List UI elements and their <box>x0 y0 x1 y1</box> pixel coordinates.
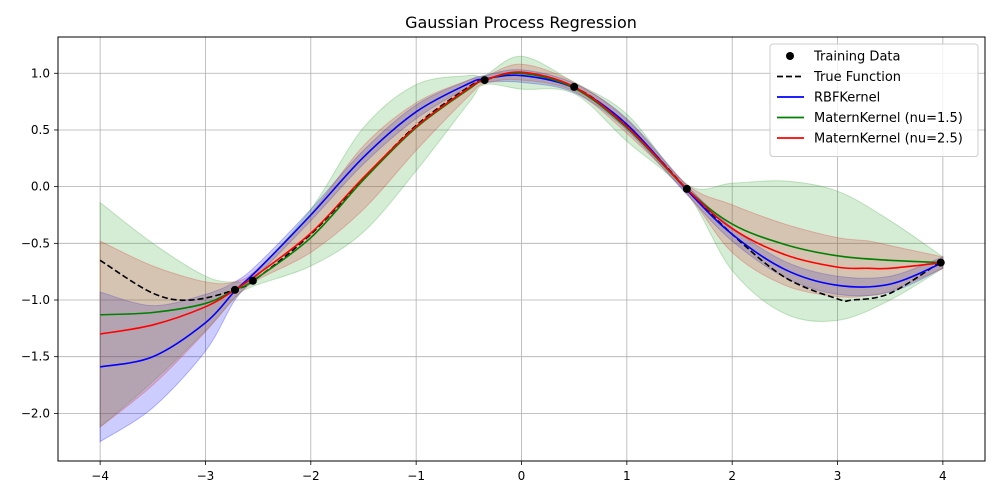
y-tick-label: −1.0 <box>21 293 50 307</box>
legend-box <box>769 43 979 157</box>
legend: Training Data True Function RBFKernel Mater… <box>769 43 979 157</box>
series-line-3 <box>100 71 943 335</box>
legend-label: MaternKernel (nu=2.5) <box>814 132 963 147</box>
x-tick-label: 4 <box>939 469 947 483</box>
training-point <box>570 82 579 91</box>
x-tick-label: 1 <box>623 469 631 483</box>
x-tick-label: −2 <box>302 469 320 483</box>
legend-label: MaternKernel (nu=1.5) <box>814 111 963 126</box>
training-point <box>480 76 489 85</box>
legend-label: RBFKernel <box>814 91 880 106</box>
y-tick-label: 0.5 <box>31 123 50 137</box>
confidence-band-1 <box>99 69 944 443</box>
legend-label: Training Data <box>813 50 900 65</box>
x-tick-label: 3 <box>834 469 842 483</box>
x-tick-label: −4 <box>91 469 109 483</box>
x-tick-label: −3 <box>197 469 215 483</box>
y-tick-label: −2.0 <box>21 406 50 420</box>
training-point <box>682 184 691 193</box>
x-tick-label: 2 <box>728 469 736 483</box>
x-tick-label: −1 <box>407 469 425 483</box>
y-tick-label: 1.0 <box>31 66 50 80</box>
y-tick-label: −0.5 <box>21 236 50 250</box>
training-point <box>248 276 257 285</box>
y-tick-label: 0.0 <box>31 180 50 194</box>
training-point <box>936 258 945 267</box>
y-axis-ticks: −2.0 −1.5 −1.0 −0.5 0.0 0.5 1.0 <box>21 66 58 420</box>
training-points <box>230 76 945 294</box>
training-point <box>230 285 239 294</box>
y-tick-label: −1.5 <box>21 350 50 364</box>
chart-title: Gaussian Process Regression <box>405 13 637 32</box>
confidence-band-3 <box>99 63 944 429</box>
x-axis-ticks: −4 −3 −2 −1 0 1 2 3 4 <box>91 461 947 483</box>
legend-marker <box>786 52 794 60</box>
legend-label: True Function <box>813 70 901 85</box>
x-tick-label: 0 <box>518 469 526 483</box>
grid-lines <box>58 37 985 461</box>
